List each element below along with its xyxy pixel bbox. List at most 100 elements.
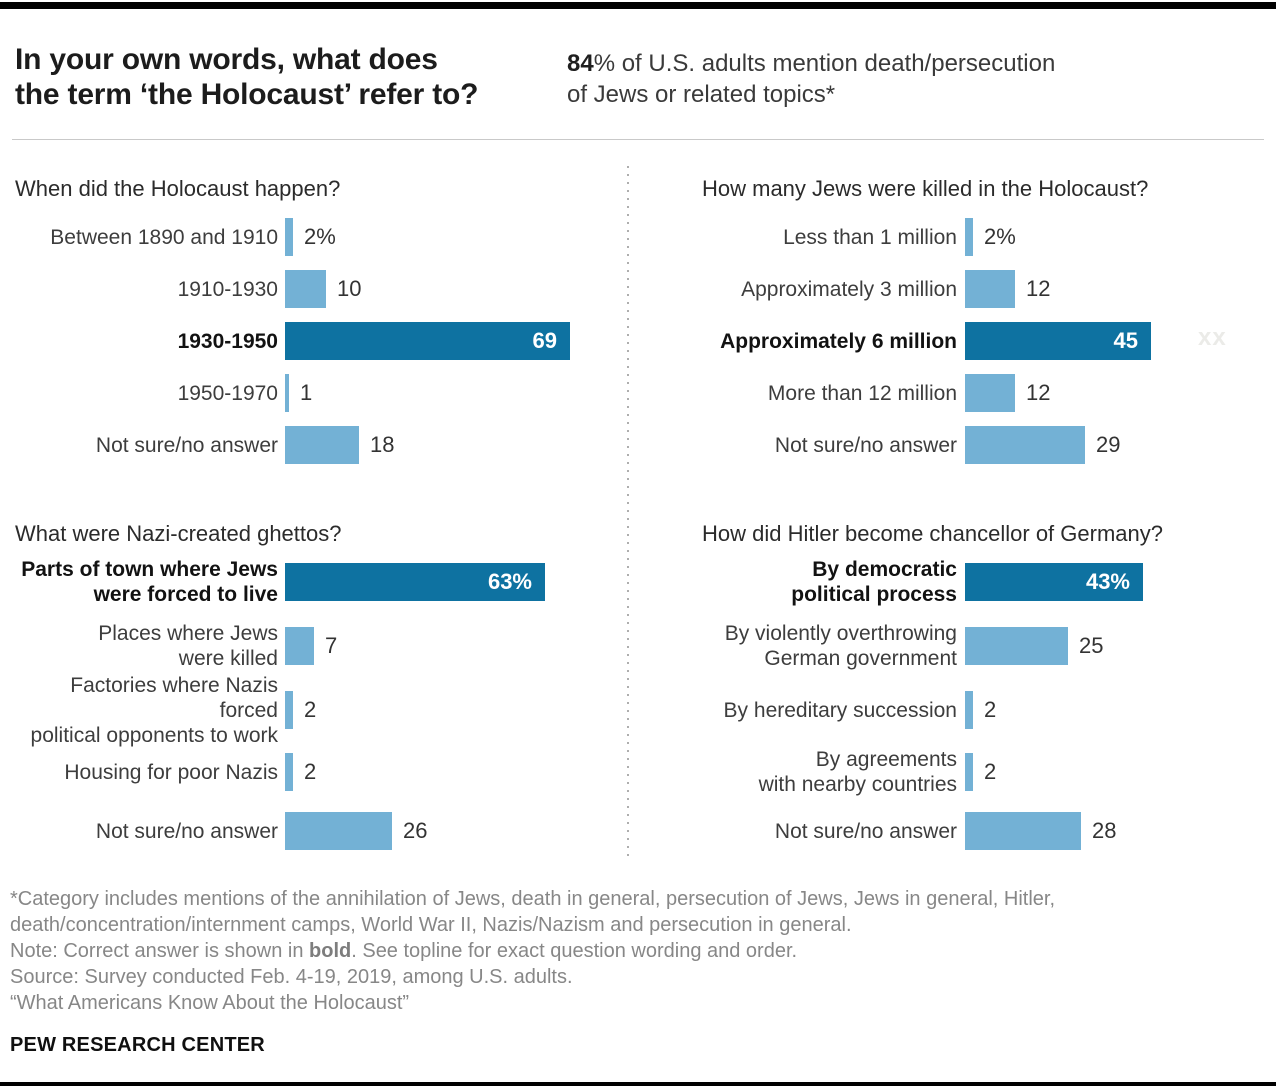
value-label: 2%	[304, 224, 336, 249]
chart-title: How did Hitler become chancellor of Germ…	[702, 521, 1163, 546]
value-label: 18	[370, 432, 395, 457]
bar-correct-answer: 63%	[285, 563, 545, 601]
brand-wordmark: PEW RESEARCH CENTER	[10, 1034, 265, 1056]
value-label: 43%	[1085, 569, 1130, 594]
bar-area: 69	[285, 322, 622, 360]
bar-area: 12	[965, 270, 1276, 308]
value-label: 25	[1079, 633, 1104, 658]
bar	[965, 374, 1015, 412]
bar-row: Not sure/no answer 29	[690, 419, 1276, 471]
value-label: 2	[984, 697, 997, 722]
bar-area: 2	[965, 753, 1276, 791]
footer-note-line: “What Americans Know About the Holocaust…	[10, 992, 410, 1014]
bar-area: 25	[965, 627, 1276, 665]
chart-rows: Less than 1 million 2% Approximately 3 mil…	[690, 211, 1276, 471]
bar-row: By agreements with nearby countries 2	[690, 742, 1276, 802]
value-label: 2	[304, 759, 317, 784]
page-subtitle: 84% of U.S. adults mention death/persecu…	[567, 48, 1055, 110]
chart-title: How many Jews were killed in the Holocau…	[702, 176, 1149, 201]
chart-nazi-ghettos: What were Nazi-created ghettos? Parts of…	[10, 521, 622, 860]
bar	[285, 753, 293, 791]
bar-area: 2	[965, 691, 1276, 729]
value-label: 69	[532, 328, 557, 353]
bar	[965, 270, 1015, 308]
value-label: 45	[1113, 328, 1138, 353]
bar-area: 45	[965, 322, 1276, 360]
value-label: 26	[403, 818, 428, 843]
category-label: Not sure/no answer	[95, 433, 278, 457]
chart-how-many-jews-killed: How many Jews were killed in the Holocau…	[690, 176, 1276, 471]
page-title: In your own words, what does the term ‘th…	[15, 42, 478, 112]
category-label: By violently overthrowing German governme…	[724, 622, 957, 670]
category-label: Factories where Nazis forced political op…	[30, 673, 278, 747]
bar	[965, 218, 973, 256]
bar	[965, 426, 1085, 464]
bar-row: Housing for poor Nazis 2	[10, 742, 622, 802]
value-label: 12	[1026, 380, 1051, 405]
bar	[965, 812, 1081, 850]
bar	[285, 627, 314, 665]
chart-rows: By democratic political process 43% By viol…	[690, 550, 1276, 860]
category-label: 1930-1950	[177, 329, 278, 353]
bar-row: Approximately 6 million 45	[690, 315, 1276, 367]
value-label: 12	[1026, 276, 1051, 301]
category-label: By democratic political process	[791, 558, 957, 606]
bar-row: Not sure/no answer 26	[10, 802, 622, 860]
bar-area: 2	[285, 691, 622, 729]
category-label: 1910-1930	[177, 277, 278, 301]
bar-area: 2	[285, 753, 622, 791]
bar-area: 28	[965, 812, 1276, 850]
chart-hitler-chancellor: How did Hitler become chancellor of Germ…	[690, 521, 1276, 860]
bar-area: 29	[965, 426, 1276, 464]
stat-text-line2: of Jews or related topics*	[567, 81, 836, 108]
stat-text-line1: % of U.S. adults mention death/persecuti…	[593, 50, 1056, 77]
bar-correct-answer: 69	[285, 322, 570, 360]
bar-row: By democratic political process 43%	[690, 550, 1276, 614]
value-label: 10	[337, 276, 362, 301]
chart-title: When did the Holocaust happen?	[15, 176, 341, 201]
bar-area: 63%	[285, 563, 622, 601]
top-rule	[0, 2, 1276, 9]
category-label: By hereditary succession	[723, 698, 957, 722]
bar-row: 1930-1950 69	[10, 315, 622, 367]
value-label: 29	[1096, 432, 1121, 457]
value-label: 63%	[487, 569, 532, 594]
category-label: 1950-1970	[177, 381, 278, 405]
category-label: Not sure/no answer	[774, 819, 957, 843]
page-title-line2: the term ‘the Holocaust’ refer to?	[15, 78, 479, 111]
bar-row: By violently overthrowing German governme…	[690, 614, 1276, 678]
header-divider	[12, 139, 1264, 140]
bar-area: 12	[965, 374, 1276, 412]
category-label: Approximately 3 million	[741, 277, 957, 301]
category-label: Not sure/no answer	[95, 819, 278, 843]
chart-rows: Parts of town where Jews were forced to l…	[10, 550, 622, 860]
category-label: Less than 1 million	[783, 225, 957, 249]
bar-row: Factories where Nazis forced political op…	[10, 674, 622, 747]
category-label: By agreements with nearby countries	[758, 748, 957, 796]
bar-area: 10	[285, 270, 622, 308]
value-label: 7	[325, 633, 338, 658]
bar	[285, 812, 392, 850]
bar-area: 2%	[965, 218, 1276, 256]
value-label: 1	[300, 380, 313, 405]
bar	[285, 374, 289, 412]
bar-row: Approximately 3 million 12	[690, 263, 1276, 315]
footer-note-line: *Category includes mentions of the annih…	[10, 888, 1056, 910]
footer-note-line: Note: Correct answer is shown in bold. S…	[10, 940, 798, 962]
bar-row: Less than 1 million 2%	[690, 211, 1276, 263]
bar-correct-answer: 43%	[965, 563, 1143, 601]
footer-note-line: death/concentration/internment camps, Wo…	[10, 914, 852, 936]
category-label: Approximately 6 million	[720, 329, 957, 353]
bar	[965, 691, 973, 729]
bar-correct-answer: 45	[965, 322, 1151, 360]
value-label: 2%	[984, 224, 1016, 249]
bar-row: Parts of town where Jews were forced to l…	[10, 550, 622, 614]
column-dotted-divider	[627, 166, 629, 860]
category-label: More than 12 million	[767, 381, 957, 405]
bar-area: 2%	[285, 218, 622, 256]
bottom-rule	[0, 1082, 1276, 1086]
category-label: Not sure/no answer	[774, 433, 957, 457]
bar-row: Not sure/no answer 28	[690, 802, 1276, 860]
bar-row: 1950-1970 1	[10, 367, 622, 419]
